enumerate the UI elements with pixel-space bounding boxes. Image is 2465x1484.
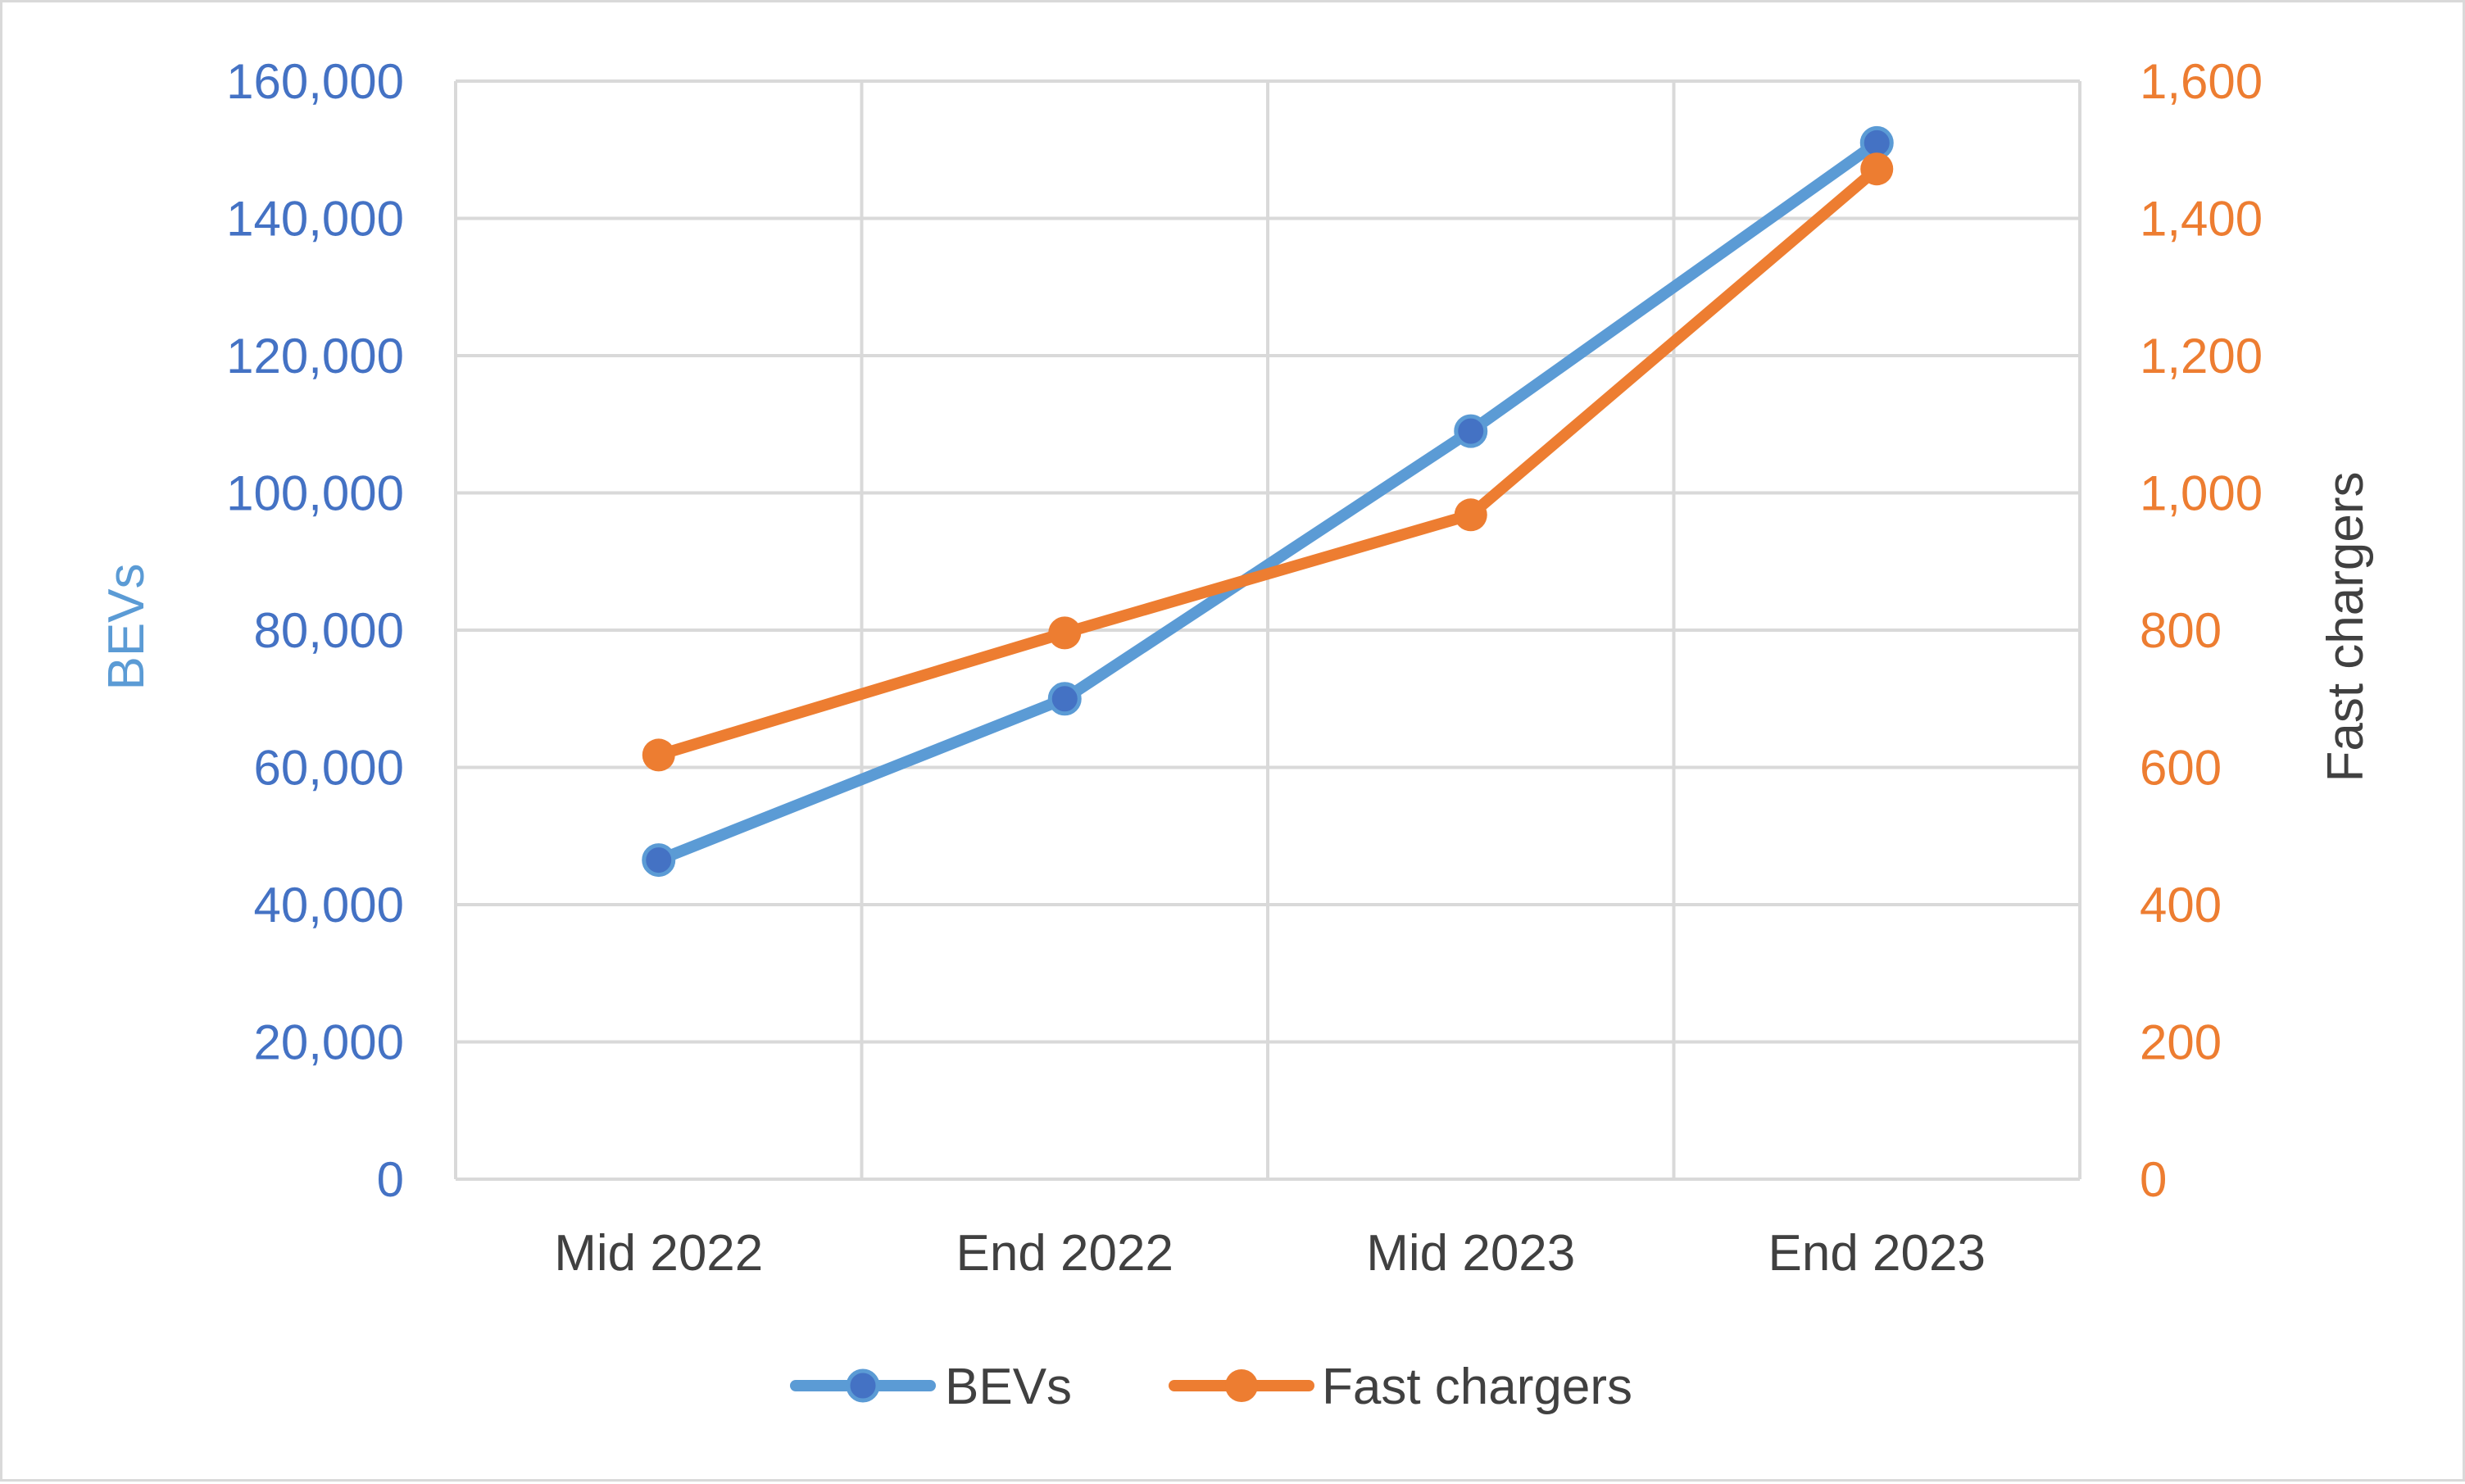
left-axis-title: BEVs bbox=[98, 563, 155, 690]
gridlines bbox=[454, 79, 2081, 1181]
x-tick-label: Mid 2022 bbox=[554, 1225, 763, 1282]
series-line-fast-chargers bbox=[652, 163, 1883, 761]
data-point-bevs[interactable] bbox=[1454, 414, 1488, 448]
left-tick-label: 100,000 bbox=[226, 466, 404, 521]
legend: BEVs Fast chargers bbox=[790, 1359, 1632, 1415]
right-tick-label: 0 bbox=[2140, 1152, 2167, 1207]
right-tick-label: 1,000 bbox=[2140, 466, 2263, 521]
left-tick-label: 140,000 bbox=[226, 192, 404, 247]
data-point-bevs[interactable] bbox=[642, 843, 676, 878]
left-tick-label: 20,000 bbox=[253, 1015, 404, 1070]
left-tick-label: 80,000 bbox=[253, 603, 404, 658]
data-point-fast-chargers[interactable] bbox=[1454, 498, 1487, 532]
right-tick-label: 200 bbox=[2140, 1015, 2222, 1070]
x-tick-label: End 2023 bbox=[1768, 1225, 1986, 1282]
x-axis: Mid 2022 End 2022 Mid 2023 End 2023 bbox=[554, 1225, 1986, 1282]
data-point-fast-chargers[interactable] bbox=[642, 738, 675, 772]
data-point-fast-chargers[interactable] bbox=[1860, 152, 1894, 186]
right-axis-title: Fast chargers bbox=[2317, 471, 2374, 782]
data-point-bevs[interactable] bbox=[1047, 682, 1082, 716]
left-tick-label: 160,000 bbox=[226, 54, 404, 109]
legend-marker-fast-chargers bbox=[1225, 1369, 1258, 1402]
left-tick-label: 0 bbox=[377, 1152, 404, 1207]
legend-label-fast-chargers: Fast chargers bbox=[1322, 1359, 1632, 1415]
left-tick-label: 40,000 bbox=[253, 878, 404, 933]
series-line-bevs bbox=[652, 137, 1883, 866]
right-tick-label: 1,400 bbox=[2140, 192, 2263, 247]
right-tick-label: 600 bbox=[2140, 741, 2222, 796]
legend-item-fast-chargers[interactable]: Fast chargers bbox=[1169, 1359, 1632, 1415]
right-tick-label: 400 bbox=[2140, 878, 2222, 933]
legend-label-bevs: BEVs bbox=[945, 1359, 1072, 1415]
right-y-axis: 0 200 400 600 800 1,000 1,200 1,400 1,600 bbox=[2140, 54, 2263, 1207]
data-point-fast-chargers[interactable] bbox=[1048, 616, 1082, 650]
left-tick-label: 60,000 bbox=[253, 741, 404, 796]
x-tick-label: End 2022 bbox=[956, 1225, 1173, 1282]
left-tick-label: 120,000 bbox=[226, 329, 404, 383]
right-tick-label: 1,200 bbox=[2140, 329, 2263, 383]
legend-marker-bevs bbox=[846, 1368, 880, 1403]
right-tick-label: 800 bbox=[2140, 603, 2222, 658]
x-tick-label: Mid 2023 bbox=[1366, 1225, 1575, 1282]
series-lines bbox=[642, 125, 1894, 878]
left-y-axis: 0 20,000 40,000 60,000 80,000 100,000 120,000 1… bbox=[226, 54, 404, 1207]
right-tick-label: 1,600 bbox=[2140, 54, 2263, 109]
legend-item-bevs[interactable]: BEVs bbox=[790, 1359, 1072, 1415]
